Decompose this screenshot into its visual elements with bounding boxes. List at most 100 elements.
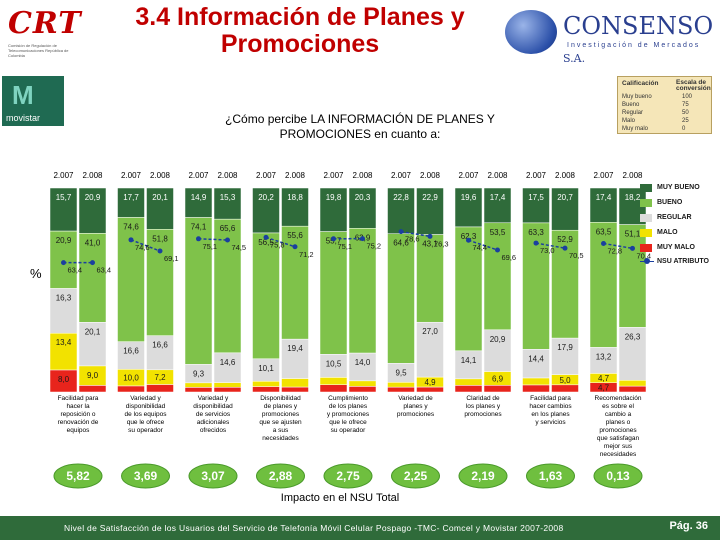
legend-swatch (640, 198, 652, 207)
nsu-point (128, 237, 134, 243)
nsu-label: 74,6 (135, 243, 150, 252)
category-label: Disponibilidad (260, 395, 301, 402)
bar-segment-muy-bueno (522, 187, 550, 224)
bar-segment-regular (49, 288, 78, 334)
bar-segment-muy-bueno (589, 187, 618, 223)
year-label: 2.007 (526, 171, 547, 180)
bar-segment-malo (522, 377, 550, 386)
question-suffix: en cuanto a: (370, 127, 441, 141)
bar-segment-muy-malo (252, 386, 280, 393)
data-label: 22,9 (422, 193, 438, 202)
scale-row-label: Malo (622, 118, 636, 124)
bar-segment-malo (348, 380, 377, 387)
data-label: 14,4 (528, 354, 544, 363)
data-label: 43,1 (422, 240, 438, 249)
bar-segment-malo (387, 382, 415, 388)
category-label: que se ajusten (259, 419, 302, 426)
bar-segment-regular (117, 341, 145, 370)
scale-row-value: 100 (682, 94, 693, 100)
bar-segment-bueno (184, 217, 213, 365)
impact-value: 2,19 (471, 469, 495, 483)
scale-header-calif: Calificación (622, 80, 659, 87)
nsu-label: 70,4 (637, 251, 652, 260)
year-label: 2.008 (217, 171, 238, 180)
scale-row: Muy malo 0 (622, 126, 710, 133)
bar-segment-bueno (117, 217, 145, 342)
data-label: 7,2 (154, 373, 166, 382)
data-label: 20,9 (85, 193, 101, 202)
scale-row-label: Muy bueno (622, 94, 652, 100)
category-label: Variedad y (130, 395, 161, 402)
scale-row: Regular 50 (622, 110, 710, 117)
bar-segment-bueno (348, 228, 377, 354)
consenso-brand-name: CONSENSO (563, 12, 714, 40)
bar-segment-muy-bueno (252, 187, 280, 234)
data-label: 6,9 (492, 375, 504, 384)
nsu-point (196, 236, 201, 242)
bar-segment-malo (213, 382, 242, 388)
bar-segment-muy-bueno (387, 187, 415, 234)
nsu-label: 63,4 (68, 266, 83, 275)
category-label: que le ofrece (329, 419, 367, 426)
movistar-logo: M movistar (2, 76, 64, 126)
category-label: Variedad y (198, 395, 229, 402)
bar-segment-muy-bueno (348, 187, 377, 229)
bar-segment-regular (454, 350, 483, 380)
category-label: de planes y (264, 403, 298, 410)
data-label: 20,2 (258, 193, 274, 202)
scale-row-label: Regular (622, 110, 644, 116)
year-label: 2.008 (82, 171, 103, 180)
nsu-label: 72,8 (608, 246, 623, 255)
legend-label: MALO (657, 228, 678, 236)
data-label: 9,5 (395, 368, 407, 377)
category-label: equipos (67, 427, 91, 434)
legend-nsu-dot (644, 258, 650, 265)
legend-item-malo: MALO (640, 227, 720, 241)
year-label: 2.007 (188, 171, 209, 180)
data-label: 17,4 (596, 193, 612, 202)
category-label: de servicios (196, 411, 231, 418)
data-label: 5,0 (559, 376, 571, 385)
nsu-point (263, 234, 269, 240)
data-label: 19,8 (326, 193, 342, 202)
category-label: Claridad de (466, 395, 500, 402)
bar-segment-muy-bueno (281, 187, 309, 227)
data-label: 10,0 (123, 374, 139, 383)
impact-ellipse (526, 463, 575, 489)
data-label: 20,9 (56, 236, 72, 245)
year-label: 2.008 (555, 171, 576, 180)
page-number: Pág. 36 (669, 520, 708, 532)
year-label: 2.008 (285, 171, 306, 180)
data-label: 16,6 (152, 341, 168, 350)
data-label: 20,3 (355, 193, 371, 202)
category-label: promociones (599, 427, 637, 434)
category-label: cambio a (605, 411, 632, 418)
impact-ellipse (391, 463, 440, 489)
data-label: 19,6 (461, 193, 477, 202)
consenso-brand: CONSENSO S.A. (563, 12, 720, 68)
impact-ellipse (188, 463, 238, 489)
bar-segment-muy-malo (387, 386, 415, 393)
impact-ellipse (121, 463, 170, 489)
movistar-text: movistar (6, 113, 41, 123)
data-label: 17,5 (528, 193, 544, 202)
data-label: 26,3 (625, 332, 641, 341)
category-label: a sus (273, 427, 289, 434)
bar-segment-muy-malo (522, 384, 550, 393)
bar-segment-malo (252, 381, 280, 387)
page-title: 3.4 Información de Planes y Promociones (135, 3, 465, 58)
data-label: 19,4 (287, 344, 303, 353)
category-label: promociones (262, 411, 300, 418)
data-label: 14,6 (220, 358, 236, 367)
bar-segment-muy-bueno (416, 187, 444, 235)
category-label: promociones (397, 411, 435, 418)
category-label: los planes y (466, 403, 501, 410)
category-label: necesidades (262, 435, 299, 442)
nsu-point (398, 229, 404, 235)
footer-bar: Nivel de Satisfacción de los Usuarios de… (0, 516, 720, 540)
bar-segment-muy-bueno (117, 187, 145, 218)
nsu-label: 69,6 (502, 253, 517, 262)
nsu-point (601, 240, 606, 246)
nsu-point (533, 240, 539, 246)
bar-segment-regular (551, 337, 579, 375)
